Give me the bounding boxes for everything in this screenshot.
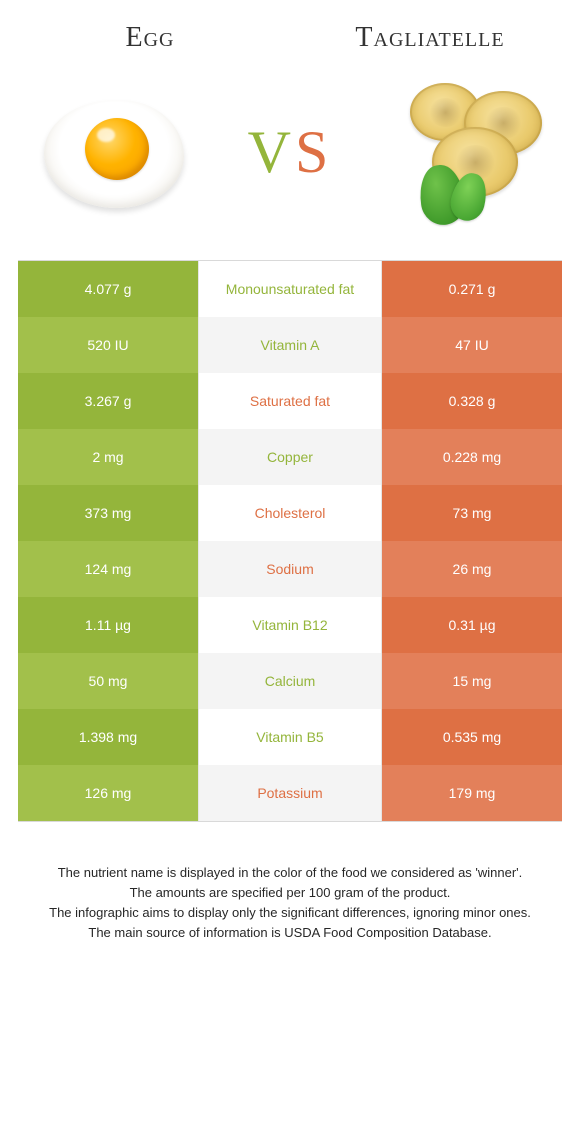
left-value: 126 mg (18, 765, 198, 821)
right-value: 15 mg (382, 653, 562, 709)
right-food-title: Tagliatelle (290, 22, 570, 54)
table-row: 1.11 µgVitamin B120.31 µg (18, 597, 562, 653)
vs-label: VS (248, 118, 333, 187)
footnote-line: The main source of information is USDA F… (32, 924, 548, 943)
right-value: 47 IU (382, 317, 562, 373)
table-row: 1.398 mgVitamin B50.535 mg (18, 709, 562, 765)
left-value: 520 IU (18, 317, 198, 373)
table-row: 520 IUVitamin A47 IU (18, 317, 562, 373)
right-value: 0.228 mg (382, 429, 562, 485)
nutrient-name: Calcium (198, 653, 382, 709)
right-value: 0.328 g (382, 373, 562, 429)
hero-row: VS (0, 66, 580, 260)
table-row: 50 mgCalcium15 mg (18, 653, 562, 709)
table-row: 126 mgPotassium179 mg (18, 765, 562, 821)
table-row: 2 mgCopper0.228 mg (18, 429, 562, 485)
right-value: 0.535 mg (382, 709, 562, 765)
nutrient-name: Monounsaturated fat (198, 261, 382, 317)
nutrient-name: Vitamin B12 (198, 597, 382, 653)
nutrient-name: Potassium (198, 765, 382, 821)
right-value: 26 mg (382, 541, 562, 597)
left-value: 124 mg (18, 541, 198, 597)
left-value: 4.077 g (18, 261, 198, 317)
left-value: 373 mg (18, 485, 198, 541)
nutrient-name: Cholesterol (198, 485, 382, 541)
header: Egg Tagliatelle (0, 0, 580, 66)
table-row: 4.077 gMonounsaturated fat0.271 g (18, 261, 562, 317)
vs-s: S (295, 119, 332, 185)
table-row: 124 mgSodium26 mg (18, 541, 562, 597)
footnotes: The nutrient name is displayed in the co… (0, 822, 580, 942)
table-row: 3.267 gSaturated fat0.328 g (18, 373, 562, 429)
nutrient-name: Saturated fat (198, 373, 382, 429)
left-value: 3.267 g (18, 373, 198, 429)
right-value: 0.271 g (382, 261, 562, 317)
nutrient-name: Vitamin B5 (198, 709, 382, 765)
left-value: 50 mg (18, 653, 198, 709)
footnote-line: The nutrient name is displayed in the co… (32, 864, 548, 883)
left-value: 1.11 µg (18, 597, 198, 653)
footnote-line: The amounts are specified per 100 gram o… (32, 884, 548, 903)
right-value: 179 mg (382, 765, 562, 821)
table-row: 373 mgCholesterol73 mg (18, 485, 562, 541)
footnote-line: The infographic aims to display only the… (32, 904, 548, 923)
vs-v: V (248, 119, 295, 185)
nutrient-table: 4.077 gMonounsaturated fat0.271 g520 IUV… (18, 260, 562, 822)
nutrient-name: Vitamin A (198, 317, 382, 373)
left-value: 1.398 mg (18, 709, 198, 765)
egg-illustration (30, 72, 200, 232)
left-value: 2 mg (18, 429, 198, 485)
right-value: 73 mg (382, 485, 562, 541)
tagliatelle-illustration (380, 72, 550, 232)
right-value: 0.31 µg (382, 597, 562, 653)
nutrient-name: Copper (198, 429, 382, 485)
nutrient-name: Sodium (198, 541, 382, 597)
left-food-title: Egg (10, 22, 290, 54)
